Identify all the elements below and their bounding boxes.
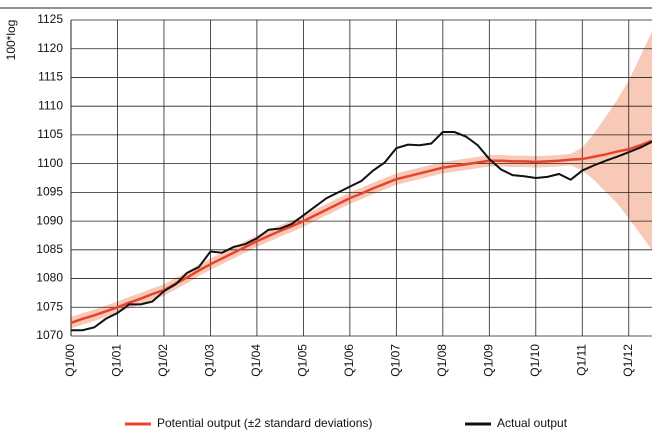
series-line (71, 131, 652, 332)
y-tick-label: 1120 (37, 41, 63, 55)
x-tick-label: Q1/10 (528, 344, 542, 377)
x-tick-label: Q1/06 (342, 344, 356, 377)
x-tick-label: Q1/00 (63, 344, 77, 377)
x-tick-label: Q1/05 (296, 344, 310, 377)
y-tick-label: 1075 (36, 299, 63, 313)
x-tick-label: Q1/03 (203, 344, 217, 377)
y-tick-label: 1105 (37, 127, 63, 141)
y-tick-label: 1115 (38, 70, 63, 84)
y-tick-label: 1070 (36, 328, 63, 342)
y-tick-label: 1095 (36, 185, 63, 199)
y-tick-label: 1090 (36, 213, 63, 227)
y-tick-label: 1125 (37, 12, 63, 26)
y-tick-label: 1100 (37, 156, 63, 170)
x-tick-label: Q1/11 (574, 344, 588, 376)
x-tick-label: Q1/04 (249, 344, 263, 377)
x-tick-label: Q1/09 (481, 344, 495, 377)
y-tick-label: 1080 (36, 271, 63, 285)
y-axis-label: 100*log (4, 20, 18, 61)
legend-label: Potential output (±2 standard deviations… (157, 416, 372, 430)
x-tick-label: Q1/12 (621, 344, 635, 377)
x-tick-label: Q1/02 (156, 344, 170, 377)
y-tick-label: 1110 (38, 98, 63, 112)
x-tick-label: Q1/01 (110, 344, 124, 377)
y-tick-label: 1085 (36, 242, 63, 256)
x-tick-label: Q1/07 (389, 344, 403, 377)
confidence-band (71, 31, 652, 329)
x-tick-label: Q1/08 (435, 344, 449, 377)
legend-label: Actual output (497, 416, 568, 430)
